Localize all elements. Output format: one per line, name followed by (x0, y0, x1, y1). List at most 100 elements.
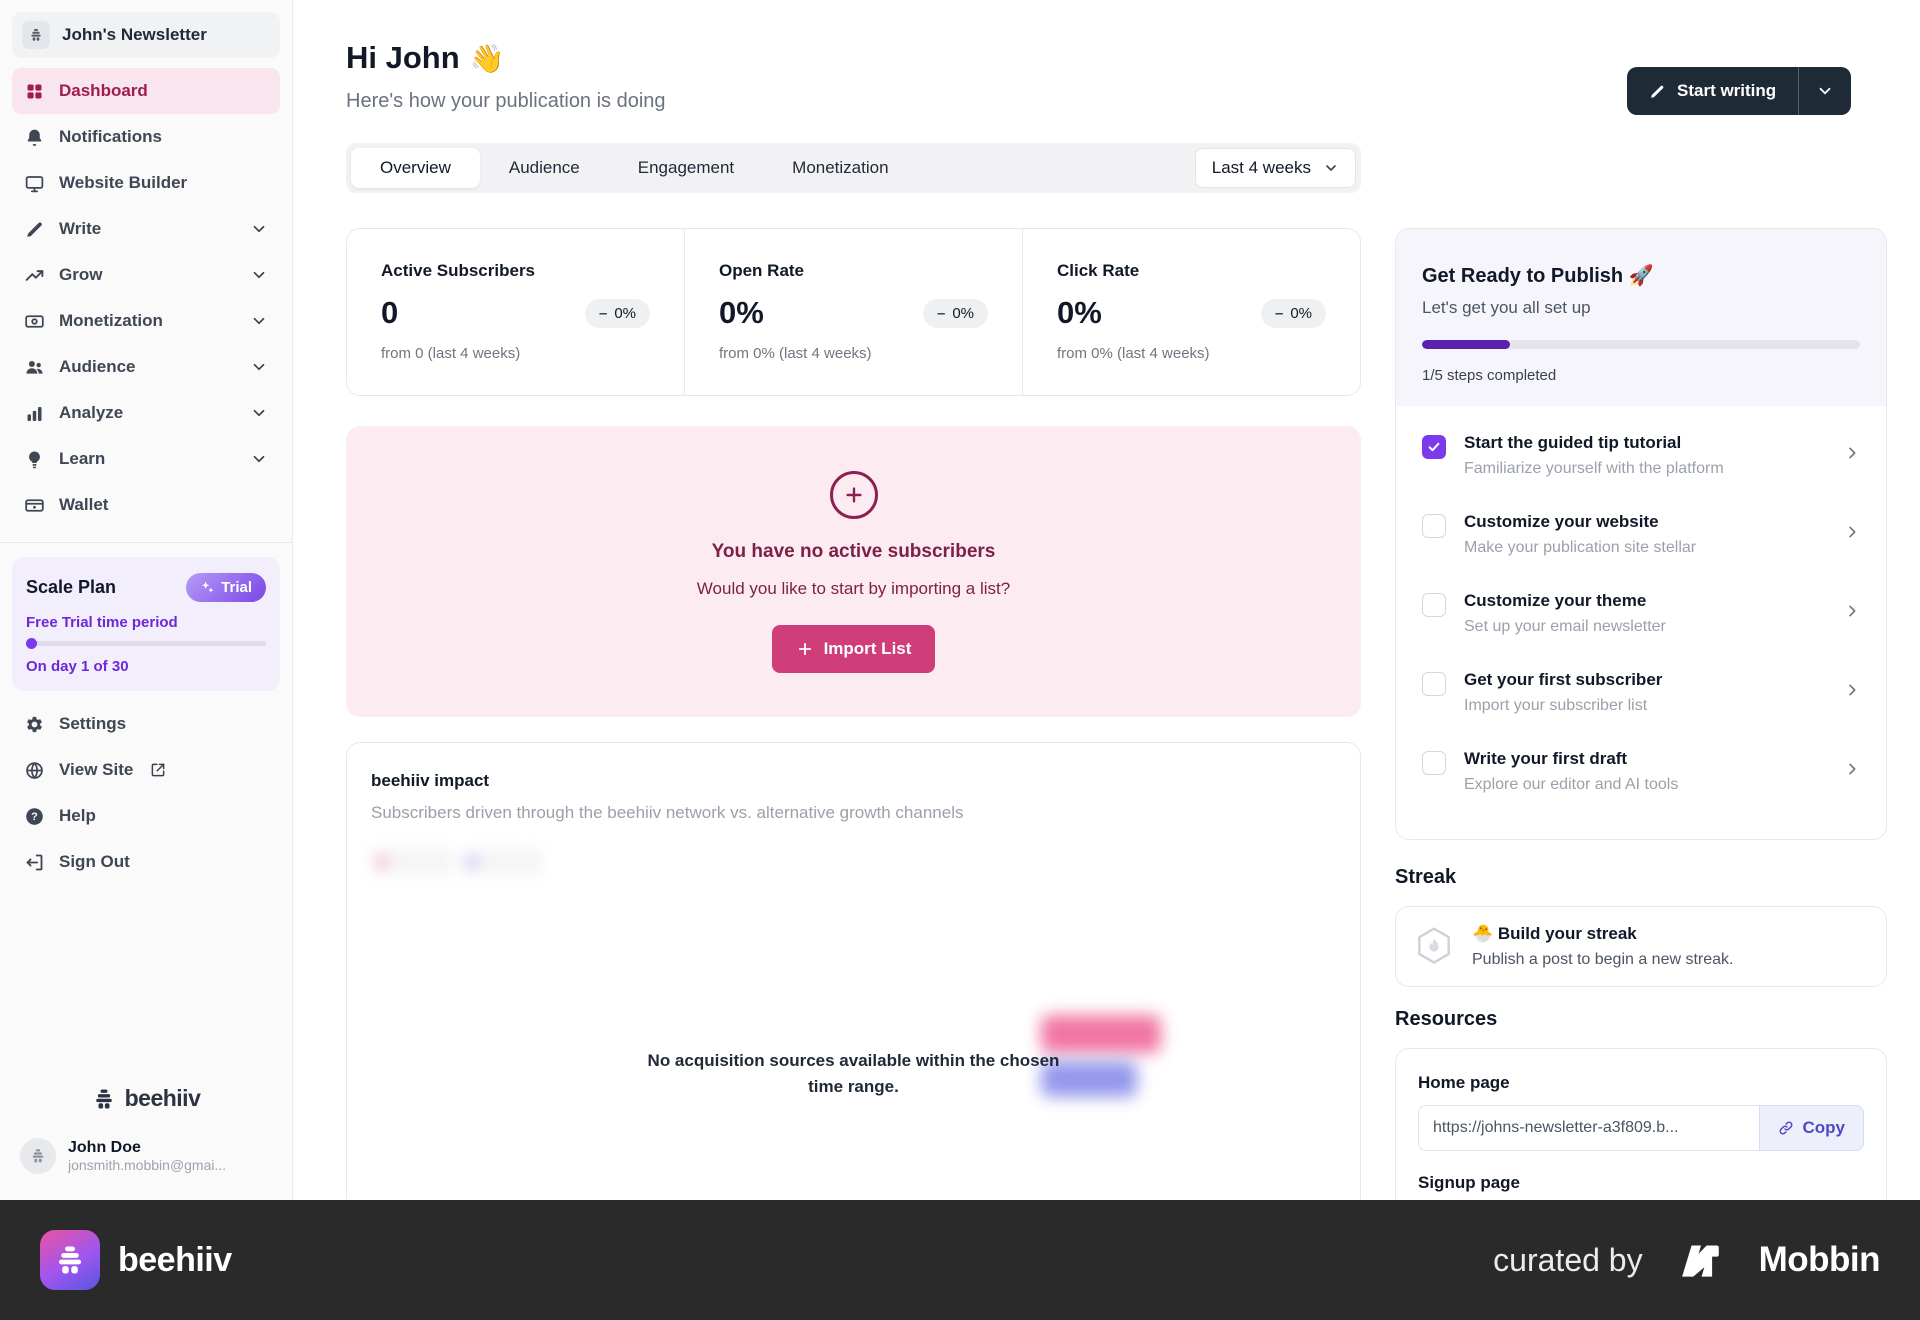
pencil-icon (27, 221, 42, 237)
sign-out-icon (26, 854, 43, 870)
checkbox-checked[interactable] (1422, 435, 1446, 459)
chevron-down-icon (253, 317, 265, 325)
sidebar-item-label: Dashboard (59, 81, 148, 100)
bar-chart-icon (27, 406, 42, 421)
home-page-label: Home page (1418, 1073, 1510, 1092)
stat-caption: from 0 (last 4 weeks) (381, 345, 521, 362)
sidebar-item-dashboard[interactable]: Dashboard (12, 68, 280, 114)
plan-card: Scale Plan Trial Free Trial time period … (12, 557, 280, 691)
monitor-icon (25, 175, 44, 192)
user-menu[interactable]: John Doe jonsmith.mobbin@gmai... (12, 1138, 280, 1188)
tab-overview[interactable]: Overview (351, 148, 480, 188)
mobbin-name: Mobbin (1758, 1240, 1881, 1279)
stat-delta-badge: –0% (1260, 298, 1326, 328)
checklist-item-theme[interactable]: Customize your theme Set up your email n… (1396, 574, 1886, 653)
sidebar-item-wallet[interactable]: Wallet (12, 482, 280, 528)
chevron-right-icon (1844, 603, 1860, 624)
user-email: jonsmith.mobbin@gmai... (68, 1157, 227, 1173)
sidebar-item-monetization[interactable]: Monetization (12, 298, 280, 344)
checkbox-unchecked[interactable] (1422, 593, 1446, 617)
sidebar-item-sign-out[interactable]: Sign Out (12, 839, 280, 885)
workspace-name: John's Newsletter (62, 25, 207, 44)
main-content: Hi John 👋 Here's how your publication is… (346, 0, 1361, 113)
date-range-select[interactable]: Last 4 weeks (1194, 148, 1356, 188)
stat-value: 0% (1057, 295, 1102, 330)
chevron-down-icon (253, 409, 265, 417)
publish-title: Get Ready to Publish 🚀 (1422, 265, 1654, 287)
publish-progress-fill (1422, 340, 1510, 349)
gear-icon (27, 716, 42, 732)
sidebar-item-label: Audience (59, 357, 136, 376)
blurred-legend-chip (461, 849, 543, 875)
plan-title: Scale Plan (26, 577, 117, 597)
plan-day-text: On day 1 of 30 (26, 658, 129, 675)
workspace-switcher[interactable]: John's Newsletter (12, 12, 280, 58)
tab-engagement[interactable]: Engagement (637, 158, 735, 177)
blurred-legend-chip (371, 849, 453, 875)
minus-icon: – (936, 304, 946, 322)
tab-audience[interactable]: Audience (508, 158, 580, 177)
start-writing-button[interactable]: Start writing (1627, 67, 1800, 115)
onboarding-checklist: Start the guided tip tutorial Familiariz… (1396, 406, 1886, 821)
footer-bar: beehiiv curated by Mobbin (0, 1200, 1920, 1320)
sidebar-item-label: Wallet (59, 495, 109, 514)
sidebar-item-audience[interactable]: Audience (12, 344, 280, 390)
sidebar-footer-nav: Settings View Site ? Help Sign Out (12, 701, 280, 885)
stat-active-subscribers: Active Subscribers 0 –0% from 0 (last 4 … (347, 229, 684, 395)
checkbox-unchecked[interactable] (1422, 751, 1446, 775)
sidebar-item-website-builder[interactable]: Website Builder (12, 160, 280, 206)
chevron-down-icon (1819, 87, 1831, 95)
stat-delta-badge: –0% (584, 298, 650, 328)
avatar-hive-icon (32, 1149, 44, 1163)
checklist-item-first-draft[interactable]: Write your first draft Explore our edito… (1396, 732, 1886, 811)
sidebar-item-write[interactable]: Write (12, 206, 280, 252)
import-list-button[interactable]: Import List (771, 624, 936, 673)
checklist-item-tutorial[interactable]: Start the guided tip tutorial Familiariz… (1396, 416, 1886, 495)
blurred-label-indigo (1041, 1061, 1137, 1097)
checkbox-unchecked[interactable] (1422, 672, 1446, 696)
home-page-url-input[interactable] (1418, 1105, 1759, 1151)
plan-progress-track (26, 638, 266, 649)
sidebar-item-notifications[interactable]: Notifications (12, 114, 280, 160)
sidebar-item-help[interactable]: ? Help (12, 793, 280, 839)
wallet-icon (25, 498, 44, 512)
copy-home-url-button[interactable]: Copy (1758, 1105, 1864, 1151)
sidebar-item-view-site[interactable]: View Site (12, 747, 280, 793)
trial-badge[interactable]: Trial (186, 573, 266, 602)
checklist-item-first-subscriber[interactable]: Get your first subscriber Import your su… (1396, 653, 1886, 732)
footer-brand-name: beehiiv (118, 1240, 232, 1279)
resources-heading: Resources (1395, 1008, 1498, 1030)
grid-icon (27, 84, 42, 98)
tab-monetization[interactable]: Monetization (792, 158, 889, 177)
publish-progress-track (1422, 340, 1860, 349)
people-icon (26, 360, 43, 374)
publish-subtitle: Let's get you all set up (1422, 298, 1591, 317)
avatar (20, 1138, 56, 1174)
trending-up-icon (25, 269, 44, 281)
plan-progress-fill (26, 638, 37, 649)
sidebar-item-learn[interactable]: Learn (12, 436, 280, 482)
divider (0, 542, 292, 543)
checkbox-unchecked[interactable] (1422, 514, 1446, 538)
stat-delta-badge: –0% (922, 298, 988, 328)
sidebar-nav: Dashboard Notifications Website Builder … (12, 68, 280, 528)
stat-caption: from 0% (last 4 weeks) (1057, 345, 1210, 362)
sidebar-item-grow[interactable]: Grow (12, 252, 280, 298)
link-icon (1779, 1121, 1792, 1135)
chevron-down-icon (253, 363, 265, 371)
rocket-emoji: 🚀 (1628, 265, 1654, 287)
sidebar-item-settings[interactable]: Settings (12, 701, 280, 747)
minus-icon: – (598, 304, 608, 322)
start-writing-dropdown-button[interactable] (1799, 67, 1851, 115)
page-subtitle: Here's how your publication is doing (346, 90, 666, 112)
chevron-down-icon (253, 455, 265, 463)
page-title: Hi John 👋 (346, 40, 505, 75)
checklist-item-website[interactable]: Customize your website Make your publica… (1396, 495, 1886, 574)
stat-open-rate: Open Rate 0% –0% from 0% (last 4 weeks) (684, 229, 1022, 395)
bell-icon (27, 129, 42, 146)
stat-caption: from 0% (last 4 weeks) (719, 345, 872, 362)
beehiiv-logo (40, 1230, 100, 1290)
globe-icon (26, 761, 43, 779)
sidebar-item-analyze[interactable]: Analyze (12, 390, 280, 436)
